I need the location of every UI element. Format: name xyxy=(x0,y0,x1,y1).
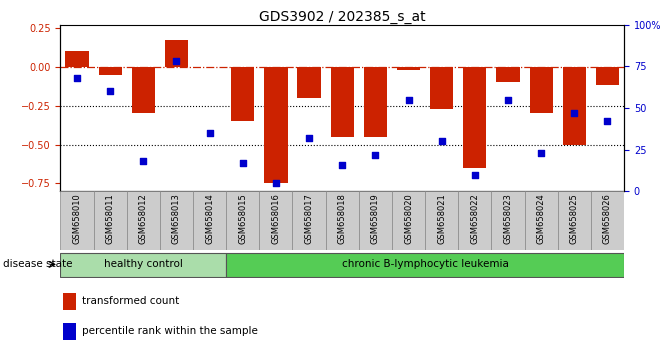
FancyBboxPatch shape xyxy=(60,253,226,276)
Point xyxy=(270,180,281,185)
Point xyxy=(337,162,348,167)
Text: transformed count: transformed count xyxy=(82,296,179,306)
Bar xyxy=(596,67,619,85)
Point xyxy=(602,119,613,124)
Point xyxy=(238,160,248,166)
Bar xyxy=(63,293,76,310)
Bar xyxy=(563,67,586,144)
Point xyxy=(204,130,215,136)
Bar xyxy=(99,67,121,75)
Text: healthy control: healthy control xyxy=(104,259,183,269)
Bar xyxy=(264,67,287,183)
Bar xyxy=(397,67,420,70)
Point xyxy=(436,138,447,144)
Point xyxy=(171,58,182,64)
Bar xyxy=(165,40,188,67)
Text: GSM658022: GSM658022 xyxy=(470,193,479,244)
Text: GSM658014: GSM658014 xyxy=(205,193,214,244)
Point xyxy=(503,97,513,103)
FancyBboxPatch shape xyxy=(591,191,624,250)
FancyBboxPatch shape xyxy=(226,253,624,276)
FancyBboxPatch shape xyxy=(392,191,425,250)
Point xyxy=(138,158,149,164)
Text: GSM658026: GSM658026 xyxy=(603,193,612,244)
FancyBboxPatch shape xyxy=(160,191,193,250)
Text: GSM658025: GSM658025 xyxy=(570,193,579,244)
Bar xyxy=(65,51,89,67)
FancyBboxPatch shape xyxy=(293,191,325,250)
Bar xyxy=(297,67,321,98)
Text: GSM658012: GSM658012 xyxy=(139,193,148,244)
Text: GSM658020: GSM658020 xyxy=(404,193,413,244)
FancyBboxPatch shape xyxy=(425,191,458,250)
Bar xyxy=(231,67,254,121)
Point xyxy=(569,110,580,116)
Text: GSM658023: GSM658023 xyxy=(503,193,513,244)
Text: GSM658016: GSM658016 xyxy=(271,193,280,244)
Bar xyxy=(529,67,553,113)
Point xyxy=(535,150,546,156)
Bar xyxy=(463,67,486,168)
Text: GSM658013: GSM658013 xyxy=(172,193,181,244)
Text: chronic B-lymphocytic leukemia: chronic B-lymphocytic leukemia xyxy=(342,259,509,269)
FancyBboxPatch shape xyxy=(558,191,591,250)
Text: GSM658015: GSM658015 xyxy=(238,193,247,244)
Point xyxy=(370,152,380,158)
FancyBboxPatch shape xyxy=(60,191,93,250)
Bar xyxy=(364,67,387,137)
Text: GSM658021: GSM658021 xyxy=(437,193,446,244)
FancyBboxPatch shape xyxy=(525,191,558,250)
FancyBboxPatch shape xyxy=(325,191,359,250)
Text: GSM658018: GSM658018 xyxy=(338,193,347,244)
Bar xyxy=(497,67,519,82)
Point xyxy=(72,75,83,81)
Text: percentile rank within the sample: percentile rank within the sample xyxy=(82,326,258,336)
Text: GSM658019: GSM658019 xyxy=(371,193,380,244)
Bar xyxy=(63,323,76,340)
Point xyxy=(304,135,315,141)
Point xyxy=(403,97,414,103)
FancyBboxPatch shape xyxy=(226,191,259,250)
Text: GSM658011: GSM658011 xyxy=(105,193,115,244)
Point xyxy=(470,172,480,177)
FancyBboxPatch shape xyxy=(127,191,160,250)
FancyBboxPatch shape xyxy=(193,191,226,250)
FancyBboxPatch shape xyxy=(93,191,127,250)
Bar xyxy=(132,67,155,113)
Text: GSM658017: GSM658017 xyxy=(305,193,313,244)
FancyBboxPatch shape xyxy=(359,191,392,250)
Point xyxy=(105,88,115,94)
Text: GSM658024: GSM658024 xyxy=(537,193,546,244)
FancyBboxPatch shape xyxy=(491,191,525,250)
Bar xyxy=(331,67,354,137)
Text: disease state: disease state xyxy=(3,259,73,269)
FancyBboxPatch shape xyxy=(259,191,293,250)
Title: GDS3902 / 202385_s_at: GDS3902 / 202385_s_at xyxy=(259,10,425,24)
FancyBboxPatch shape xyxy=(458,191,491,250)
Bar xyxy=(430,67,454,109)
Text: GSM658010: GSM658010 xyxy=(72,193,81,244)
